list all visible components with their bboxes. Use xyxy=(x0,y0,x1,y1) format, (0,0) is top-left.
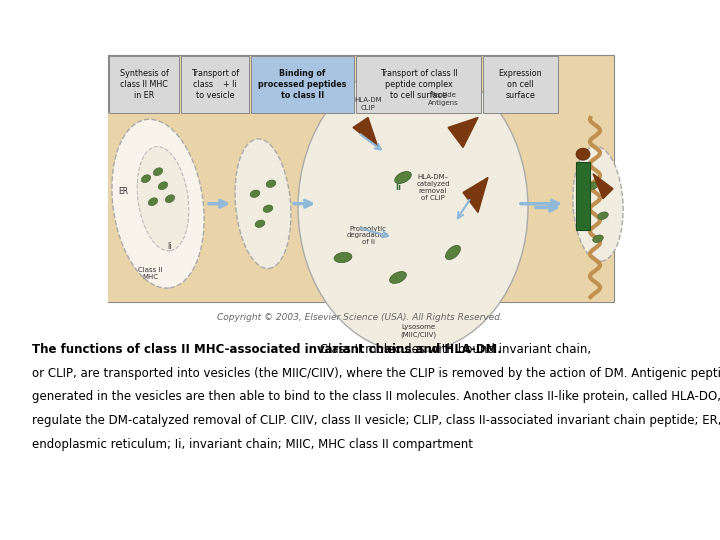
Text: Transport of
class    + Ii
to vesicle: Transport of class + Ii to vesicle xyxy=(191,69,239,100)
Polygon shape xyxy=(353,118,378,147)
Ellipse shape xyxy=(263,205,273,212)
Ellipse shape xyxy=(255,220,265,227)
Ellipse shape xyxy=(573,146,623,261)
Text: HLA-DM–
catalyzed
removal
of CLIP: HLA-DM– catalyzed removal of CLIP xyxy=(416,174,450,201)
Ellipse shape xyxy=(166,195,175,202)
FancyBboxPatch shape xyxy=(109,56,179,113)
Text: Transport of class II
peptide complex
to cell surface: Transport of class II peptide complex to… xyxy=(379,69,457,100)
Ellipse shape xyxy=(588,182,598,190)
Ellipse shape xyxy=(148,198,158,206)
Text: Lysosome
(MIIC/CIIV): Lysosome (MIIC/CIIV) xyxy=(400,324,436,338)
Ellipse shape xyxy=(390,272,406,284)
Ellipse shape xyxy=(334,252,352,262)
Ellipse shape xyxy=(138,147,189,251)
Ellipse shape xyxy=(158,182,168,190)
FancyBboxPatch shape xyxy=(108,55,614,302)
Text: ER: ER xyxy=(118,187,128,195)
Text: regulate the DM-catalyzed removal of CLIP. CIIV, class II vesicle; CLIP, class I: regulate the DM-catalyzed removal of CLI… xyxy=(32,414,720,427)
Ellipse shape xyxy=(250,190,260,198)
Text: Class II
MHC: Class II MHC xyxy=(138,267,162,280)
Text: Ii: Ii xyxy=(168,242,172,251)
FancyBboxPatch shape xyxy=(181,56,249,113)
Text: Proteolytic
degradation
of Ii: Proteolytic degradation of Ii xyxy=(347,226,389,246)
Ellipse shape xyxy=(446,245,461,260)
Text: Synthesis of
class II MHC
in ER: Synthesis of class II MHC in ER xyxy=(120,69,168,100)
Text: The functions of class II MHC-associated invariant chains and HLA-DM.: The functions of class II MHC-associated… xyxy=(32,343,503,356)
FancyBboxPatch shape xyxy=(251,56,354,113)
Polygon shape xyxy=(593,174,613,199)
Ellipse shape xyxy=(235,139,291,268)
FancyBboxPatch shape xyxy=(108,113,614,302)
FancyBboxPatch shape xyxy=(576,162,590,230)
Polygon shape xyxy=(463,178,488,213)
Ellipse shape xyxy=(153,168,163,176)
Ellipse shape xyxy=(141,175,150,183)
Ellipse shape xyxy=(395,172,411,184)
Text: or CLIP, are transported into vesicles (the MIIC/CIIV), where the CLIP is remove: or CLIP, are transported into vesicles (… xyxy=(32,367,720,380)
Polygon shape xyxy=(448,118,478,147)
FancyBboxPatch shape xyxy=(483,56,558,113)
Text: Copyright © 2003, Elsevier Science (USA). All Rights Reserved.: Copyright © 2003, Elsevier Science (USA)… xyxy=(217,314,503,322)
Text: Ii: Ii xyxy=(395,183,401,192)
Text: Class II molecules with bound invariant chain,: Class II molecules with bound invariant … xyxy=(315,343,590,356)
Ellipse shape xyxy=(298,63,528,353)
Ellipse shape xyxy=(598,212,608,219)
FancyBboxPatch shape xyxy=(356,56,481,113)
Text: generated in the vesicles are then able to bind to the class II molecules. Anoth: generated in the vesicles are then able … xyxy=(32,390,720,403)
Ellipse shape xyxy=(576,148,590,160)
Ellipse shape xyxy=(266,180,276,187)
Text: endoplasmic reticulum; Ii, invariant chain; MIIC, MHC class II compartment: endoplasmic reticulum; Ii, invariant cha… xyxy=(32,438,474,451)
Text: Peptide
Antigens: Peptide Antigens xyxy=(428,92,459,105)
Ellipse shape xyxy=(112,119,204,288)
Text: HLA-DM
CLIP: HLA-DM CLIP xyxy=(354,98,382,111)
Text: Binding of
processed peptides
to class II: Binding of processed peptides to class I… xyxy=(258,69,347,100)
Ellipse shape xyxy=(593,235,603,242)
Text: Expression
on cell
surface: Expression on cell surface xyxy=(499,69,542,100)
